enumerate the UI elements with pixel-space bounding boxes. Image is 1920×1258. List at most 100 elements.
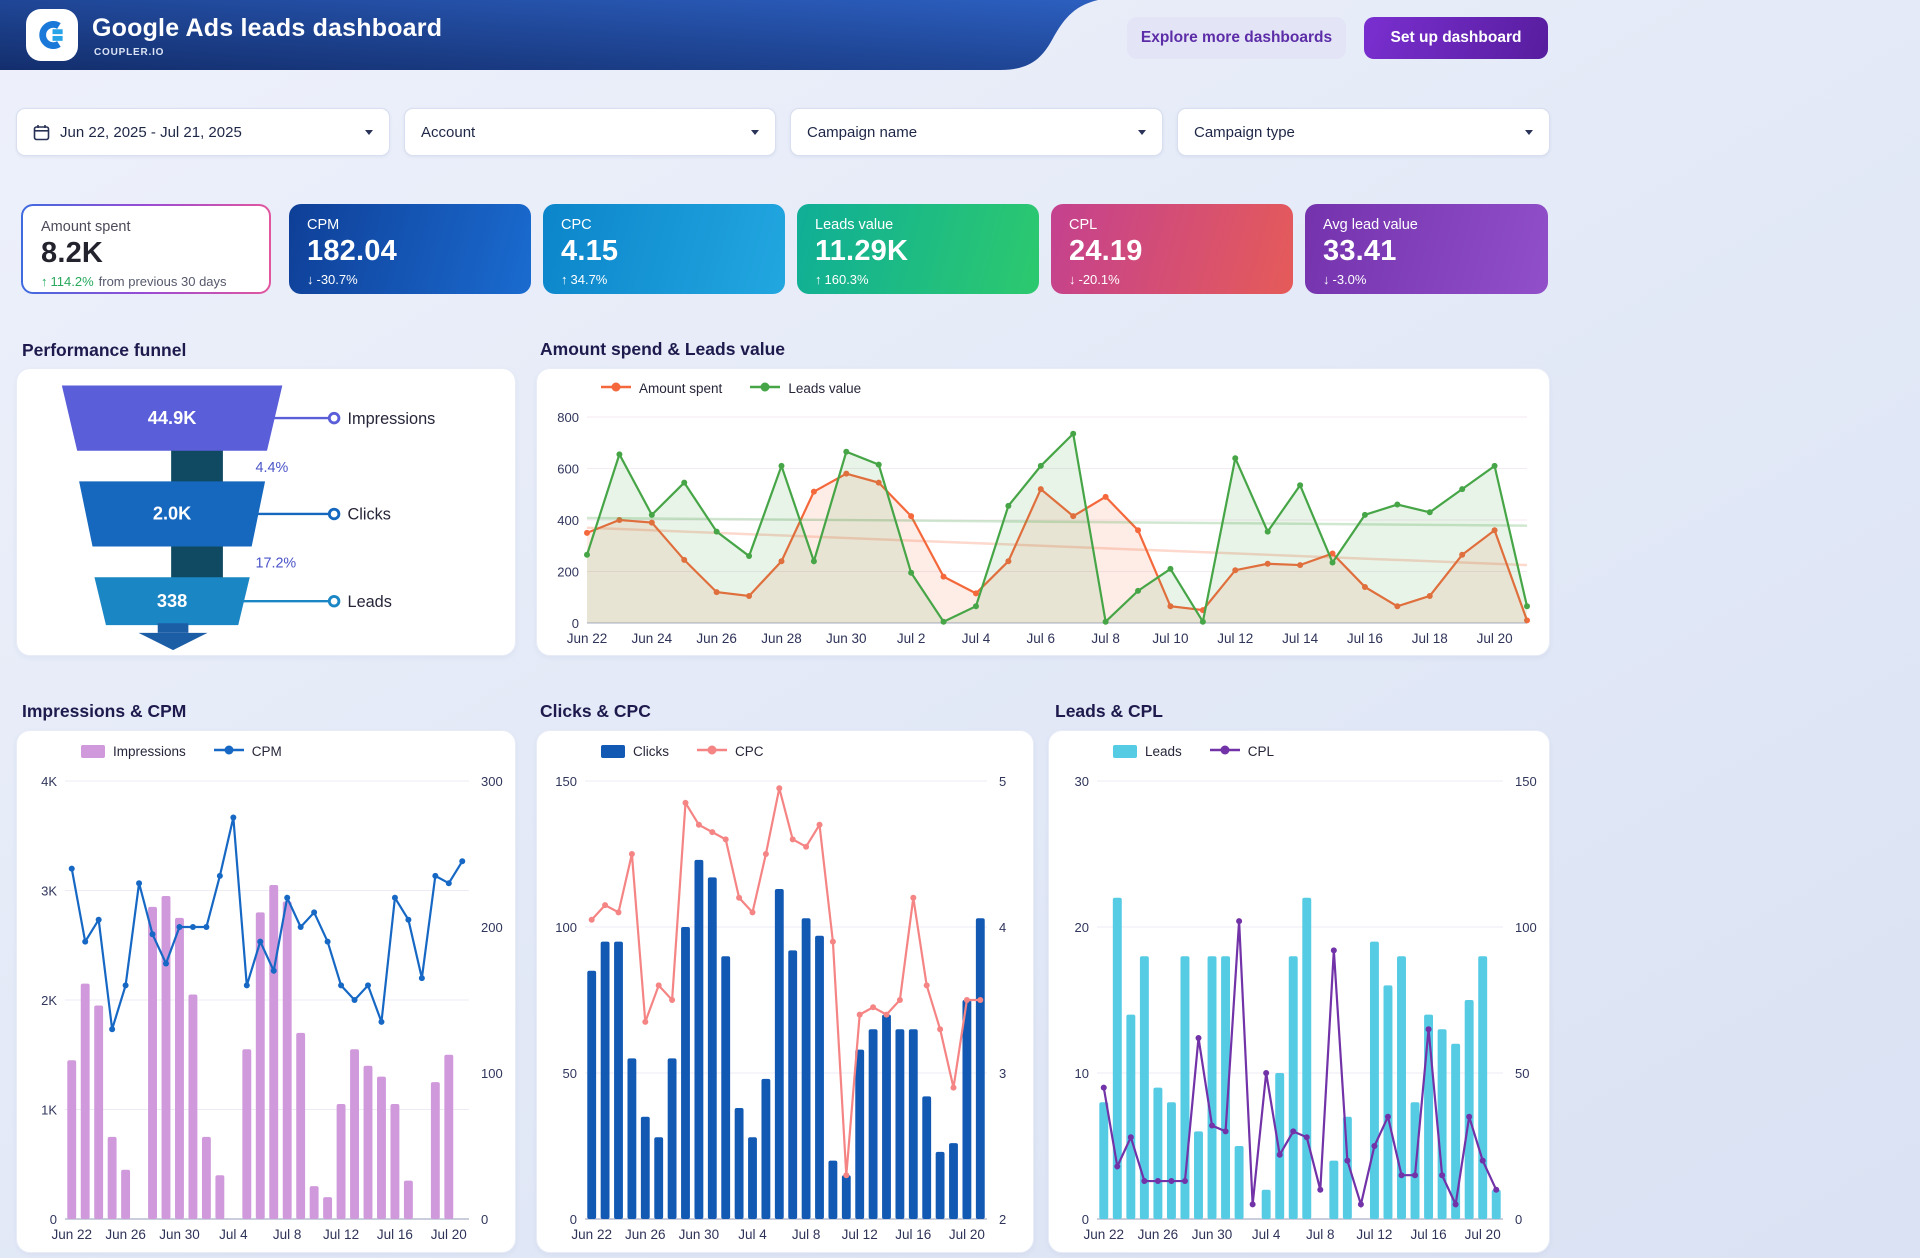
svg-text:Jun 28: Jun 28 [761, 631, 802, 646]
kpi-value: 24.19 [1069, 235, 1275, 268]
svg-text:Jun 26: Jun 26 [105, 1227, 146, 1242]
svg-text:44.9K: 44.9K [148, 408, 197, 428]
svg-text:Jul 10: Jul 10 [1152, 631, 1188, 646]
legend-item-cpl[interactable]: CPL [1210, 744, 1274, 759]
svg-text:Impressions: Impressions [348, 410, 436, 428]
legend-item-impressions[interactable]: Impressions [81, 744, 186, 759]
svg-text:Jun 22: Jun 22 [1083, 1227, 1124, 1242]
svg-text:Jul 8: Jul 8 [1306, 1227, 1335, 1242]
kpi-card-leads-value: Leads value 11.29K ↑160.3% [797, 204, 1039, 294]
performance-funnel-chart: 44.9KImpressions2.0KClicks338Leads4.4%17… [23, 374, 511, 652]
legend-item-cpm[interactable]: CPM [214, 744, 282, 759]
svg-text:Jun 26: Jun 26 [625, 1227, 666, 1242]
kpi-value: 11.29K [815, 235, 1021, 268]
svg-text:2.0K: 2.0K [153, 504, 191, 524]
svg-text:Jul 20: Jul 20 [1477, 631, 1513, 646]
svg-text:Jul 2: Jul 2 [897, 631, 926, 646]
svg-text:100: 100 [481, 1066, 503, 1081]
svg-text:Jul 4: Jul 4 [219, 1227, 248, 1242]
svg-text:150: 150 [555, 774, 577, 789]
campaign-type-filter[interactable]: Campaign type [1177, 108, 1550, 156]
app-title: Google Ads leads dashboard [92, 14, 442, 43]
legend-item-leads[interactable]: Leads [1113, 744, 1182, 759]
svg-text:2K: 2K [41, 993, 57, 1008]
campaign-name-filter[interactable]: Campaign name [790, 108, 1163, 156]
kpi-delta: ↓-20.1% [1069, 272, 1275, 287]
leads-cpl-chart: 0102030050100150Jun 22Jun 26Jun 30Jul 4J… [1057, 773, 1543, 1245]
clicks-cpc-card: Clicks CPC 0501001502345Jun 22Jun 26Jun … [536, 730, 1034, 1253]
leads-value-line-marker-icon [750, 381, 780, 396]
account-filter-label: Account [421, 124, 475, 141]
kpi-label: Amount spent [41, 219, 251, 235]
svg-text:Leads: Leads [348, 593, 392, 611]
chevron-down-icon [1525, 130, 1533, 135]
svg-text:0: 0 [1082, 1212, 1089, 1227]
svg-text:Jul 20: Jul 20 [949, 1227, 985, 1242]
app-subtitle: COUPLER.IO [94, 47, 164, 58]
leads-cpl-legend: Leads CPL [1113, 744, 1274, 759]
svg-text:Jul 16: Jul 16 [1347, 631, 1383, 646]
svg-text:Jul 16: Jul 16 [1411, 1227, 1447, 1242]
impressions-cpm-section-title: Impressions & CPM [22, 701, 186, 722]
kpi-delta: ↓-3.0% [1323, 272, 1530, 287]
svg-text:30: 30 [1075, 774, 1089, 789]
svg-text:Jul 12: Jul 12 [1356, 1227, 1392, 1242]
svg-text:Jul 4: Jul 4 [1252, 1227, 1281, 1242]
impressions-cpm-chart: 01K2K3K4K0100200300Jun 22Jun 26Jun 30Jul… [25, 773, 509, 1245]
svg-text:Jul 8: Jul 8 [273, 1227, 302, 1242]
kpi-value: 4.15 [561, 235, 767, 268]
svg-text:10: 10 [1075, 1066, 1089, 1081]
svg-text:Jul 12: Jul 12 [842, 1227, 878, 1242]
date-range-value: Jun 22, 2025 - Jul 21, 2025 [60, 124, 242, 141]
svg-text:Jul 14: Jul 14 [1282, 631, 1319, 646]
funnel-card: 44.9KImpressions2.0KClicks338Leads4.4%17… [16, 368, 516, 656]
kpi-label: CPM [307, 217, 513, 233]
svg-text:Jun 30: Jun 30 [679, 1227, 720, 1242]
cpm-line-marker-icon [214, 744, 244, 759]
cpl-line-marker-icon [1210, 744, 1240, 759]
kpi-card-cpm: CPM 182.04 ↓-30.7% [289, 204, 531, 294]
kpi-label: Leads value [815, 217, 1021, 233]
legend-item-cpc[interactable]: CPC [697, 744, 764, 759]
delta-up-arrow-icon: ↑ [561, 272, 568, 287]
spend-leads-section-title: Amount spend & Leads value [540, 339, 785, 360]
amount-spent-line-marker-icon [601, 381, 631, 396]
setup-dashboard-button[interactable]: Set up dashboard [1364, 17, 1548, 59]
delta-up-arrow-icon: ↑ [41, 274, 48, 289]
svg-text:Jul 4: Jul 4 [962, 631, 991, 646]
svg-text:200: 200 [557, 565, 579, 580]
kpi-label: CPC [561, 217, 767, 233]
svg-text:100: 100 [1515, 920, 1537, 935]
cpc-line-marker-icon [697, 744, 727, 759]
svg-text:4.4%: 4.4% [255, 460, 288, 476]
legend-item-leads-value[interactable]: Leads value [750, 381, 861, 396]
chevron-down-icon [1138, 130, 1146, 135]
svg-text:0: 0 [1515, 1212, 1522, 1227]
svg-text:600: 600 [557, 462, 579, 477]
calendar-icon [33, 124, 50, 141]
kpi-value: 33.41 [1323, 235, 1530, 268]
legend-item-clicks[interactable]: Clicks [601, 744, 669, 759]
svg-text:50: 50 [1515, 1066, 1529, 1081]
svg-text:20: 20 [1075, 920, 1089, 935]
svg-text:Jul 12: Jul 12 [1217, 631, 1253, 646]
kpi-value: 8.2K [41, 237, 251, 270]
svg-text:Jul 18: Jul 18 [1412, 631, 1448, 646]
kpi-delta: ↑34.7% [561, 272, 767, 287]
svg-text:2: 2 [999, 1212, 1006, 1227]
account-filter[interactable]: Account [404, 108, 776, 156]
svg-text:50: 50 [563, 1066, 577, 1081]
svg-text:0: 0 [572, 616, 579, 631]
kpi-card-avg-lead-value: Avg lead value 33.41 ↓-3.0% [1305, 204, 1548, 294]
spend-leads-legend: Amount spent Leads value [601, 381, 861, 396]
explore-dashboards-button[interactable]: Explore more dashboards [1127, 17, 1346, 59]
legend-item-amount-spent[interactable]: Amount spent [601, 381, 722, 396]
funnel-section-title: Performance funnel [22, 340, 186, 361]
date-range-filter[interactable]: Jun 22, 2025 - Jul 21, 2025 [16, 108, 390, 156]
clicks-cpc-chart: 0501001502345Jun 22Jun 26Jun 30Jul 4Jul … [545, 773, 1027, 1245]
svg-text:Jul 20: Jul 20 [1465, 1227, 1501, 1242]
dashboard-page: Google Ads leads dashboard COUPLER.IO Ex… [0, 0, 1920, 1258]
svg-text:Jun 30: Jun 30 [826, 631, 867, 646]
svg-text:Jun 26: Jun 26 [696, 631, 737, 646]
delta-down-arrow-icon: ↓ [307, 272, 314, 287]
